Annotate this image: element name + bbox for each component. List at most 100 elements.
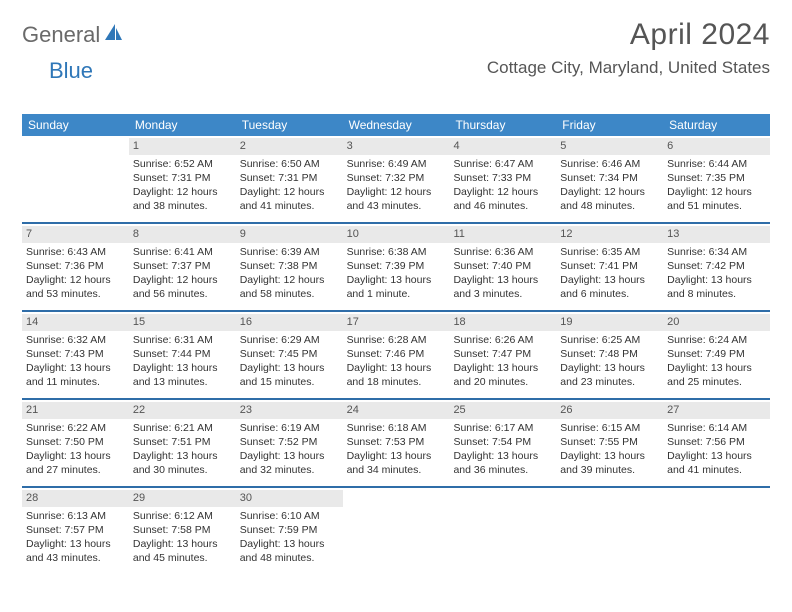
sunrise-line: Sunrise: 6:19 AM: [240, 421, 339, 435]
day-number: 25: [449, 402, 556, 419]
sunset-line: Sunset: 7:40 PM: [453, 259, 552, 273]
sunset-line: Sunset: 7:56 PM: [667, 435, 766, 449]
sunset-line: Sunset: 7:53 PM: [347, 435, 446, 449]
brand-part1: General: [22, 22, 100, 48]
day-cell: 19Sunrise: 6:25 AMSunset: 7:48 PMDayligh…: [556, 312, 663, 398]
daylight-line: Daylight: 13 hours and 25 minutes.: [667, 361, 766, 389]
daylight-line: Daylight: 12 hours and 58 minutes.: [240, 273, 339, 301]
sail-icon: [103, 24, 123, 47]
sunset-line: Sunset: 7:46 PM: [347, 347, 446, 361]
day-cell: [449, 488, 556, 574]
daylight-line: Daylight: 13 hours and 1 minute.: [347, 273, 446, 301]
daylight-line: Daylight: 13 hours and 11 minutes.: [26, 361, 125, 389]
day-number: 8: [129, 226, 236, 243]
day-number: 2: [236, 138, 343, 155]
day-number: 20: [663, 314, 770, 331]
sunrise-line: Sunrise: 6:38 AM: [347, 245, 446, 259]
sunrise-line: Sunrise: 6:26 AM: [453, 333, 552, 347]
sunset-line: Sunset: 7:42 PM: [667, 259, 766, 273]
day-number: 16: [236, 314, 343, 331]
sunrise-line: Sunrise: 6:43 AM: [26, 245, 125, 259]
daylight-line: Daylight: 13 hours and 18 minutes.: [347, 361, 446, 389]
day-cell: 7Sunrise: 6:43 AMSunset: 7:36 PMDaylight…: [22, 224, 129, 310]
day-cell: 29Sunrise: 6:12 AMSunset: 7:58 PMDayligh…: [129, 488, 236, 574]
week-row: 7Sunrise: 6:43 AMSunset: 7:36 PMDaylight…: [22, 224, 770, 312]
sunset-line: Sunset: 7:59 PM: [240, 523, 339, 537]
sunset-line: Sunset: 7:55 PM: [560, 435, 659, 449]
calendar-page: General April 2024 Cottage City, Marylan…: [0, 0, 792, 574]
sunrise-line: Sunrise: 6:14 AM: [667, 421, 766, 435]
day-number: 12: [556, 226, 663, 243]
day-number: 24: [343, 402, 450, 419]
day-cell: 21Sunrise: 6:22 AMSunset: 7:50 PMDayligh…: [22, 400, 129, 486]
daylight-line: Daylight: 12 hours and 48 minutes.: [560, 185, 659, 213]
day-number: 14: [22, 314, 129, 331]
daylight-line: Daylight: 13 hours and 27 minutes.: [26, 449, 125, 477]
daylight-line: Daylight: 12 hours and 53 minutes.: [26, 273, 125, 301]
day-cell: 5Sunrise: 6:46 AMSunset: 7:34 PMDaylight…: [556, 136, 663, 222]
sunset-line: Sunset: 7:54 PM: [453, 435, 552, 449]
daylight-line: Daylight: 13 hours and 43 minutes.: [26, 537, 125, 565]
day-number: 18: [449, 314, 556, 331]
daylight-line: Daylight: 13 hours and 15 minutes.: [240, 361, 339, 389]
day-number: 10: [343, 226, 450, 243]
day-cell: 6 Sunrise: 6:44 AMSunset: 7:35 PMDaylight…: [663, 136, 770, 222]
day-cell: 8Sunrise: 6:41 AMSunset: 7:37 PMDaylight…: [129, 224, 236, 310]
day-cell: [556, 488, 663, 574]
sunrise-line: Sunrise: 6:29 AM: [240, 333, 339, 347]
day-number: 15: [129, 314, 236, 331]
day-number: 19: [556, 314, 663, 331]
day-cell: 17Sunrise: 6:28 AMSunset: 7:46 PMDayligh…: [343, 312, 450, 398]
day-number: 27: [663, 402, 770, 419]
day-cell: 28Sunrise: 6:13 AMSunset: 7:57 PMDayligh…: [22, 488, 129, 574]
daylight-line: Daylight: 12 hours and 41 minutes.: [240, 185, 339, 213]
sunrise-line: Sunrise: 6:44 AM: [667, 157, 766, 171]
sunset-line: Sunset: 7:39 PM: [347, 259, 446, 273]
brand-part2: Blue: [49, 58, 93, 83]
day-cell: 4Sunrise: 6:47 AMSunset: 7:33 PMDaylight…: [449, 136, 556, 222]
day-number: 22: [129, 402, 236, 419]
sunset-line: Sunset: 7:35 PM: [667, 171, 766, 185]
daylight-line: Daylight: 13 hours and 34 minutes.: [347, 449, 446, 477]
daylight-line: Daylight: 13 hours and 36 minutes.: [453, 449, 552, 477]
day-number: 3: [343, 138, 450, 155]
day-cell: 14Sunrise: 6:32 AMSunset: 7:43 PMDayligh…: [22, 312, 129, 398]
daylight-line: Daylight: 13 hours and 41 minutes.: [667, 449, 766, 477]
weekday-header: Monday: [129, 114, 236, 136]
sunset-line: Sunset: 7:34 PM: [560, 171, 659, 185]
calendar-grid: SundayMondayTuesdayWednesdayThursdayFrid…: [22, 114, 770, 574]
day-cell: 25Sunrise: 6:17 AMSunset: 7:54 PMDayligh…: [449, 400, 556, 486]
sunrise-line: Sunrise: 6:49 AM: [347, 157, 446, 171]
day-number: 28: [22, 490, 129, 507]
day-number: 30: [236, 490, 343, 507]
month-title: April 2024: [487, 18, 770, 52]
sunrise-line: Sunrise: 6:18 AM: [347, 421, 446, 435]
day-cell: [22, 136, 129, 222]
daylight-line: Daylight: 12 hours and 46 minutes.: [453, 185, 552, 213]
sunset-line: Sunset: 7:48 PM: [560, 347, 659, 361]
day-cell: 1Sunrise: 6:52 AMSunset: 7:31 PMDaylight…: [129, 136, 236, 222]
sunrise-line: Sunrise: 6:12 AM: [133, 509, 232, 523]
week-row: 14Sunrise: 6:32 AMSunset: 7:43 PMDayligh…: [22, 312, 770, 400]
daylight-line: Daylight: 13 hours and 39 minutes.: [560, 449, 659, 477]
day-number: 21: [22, 402, 129, 419]
day-number: 6: [663, 138, 770, 155]
day-number: 29: [129, 490, 236, 507]
day-cell: 30Sunrise: 6:10 AMSunset: 7:59 PMDayligh…: [236, 488, 343, 574]
brand-logo: General: [22, 22, 125, 48]
daylight-line: Daylight: 13 hours and 20 minutes.: [453, 361, 552, 389]
sunrise-line: Sunrise: 6:15 AM: [560, 421, 659, 435]
sunrise-line: Sunrise: 6:35 AM: [560, 245, 659, 259]
sunrise-line: Sunrise: 6:28 AM: [347, 333, 446, 347]
day-cell: 16Sunrise: 6:29 AMSunset: 7:45 PMDayligh…: [236, 312, 343, 398]
week-row: 21Sunrise: 6:22 AMSunset: 7:50 PMDayligh…: [22, 400, 770, 488]
sunset-line: Sunset: 7:33 PM: [453, 171, 552, 185]
day-number: 13: [663, 226, 770, 243]
day-cell: 3Sunrise: 6:49 AMSunset: 7:32 PMDaylight…: [343, 136, 450, 222]
sunrise-line: Sunrise: 6:21 AM: [133, 421, 232, 435]
daylight-line: Daylight: 12 hours and 51 minutes.: [667, 185, 766, 213]
sunrise-line: Sunrise: 6:32 AM: [26, 333, 125, 347]
day-cell: 27 Sunrise: 6:14 AMSunset: 7:56 PMDayligh…: [663, 400, 770, 486]
sunrise-line: Sunrise: 6:46 AM: [560, 157, 659, 171]
sunset-line: Sunset: 7:32 PM: [347, 171, 446, 185]
